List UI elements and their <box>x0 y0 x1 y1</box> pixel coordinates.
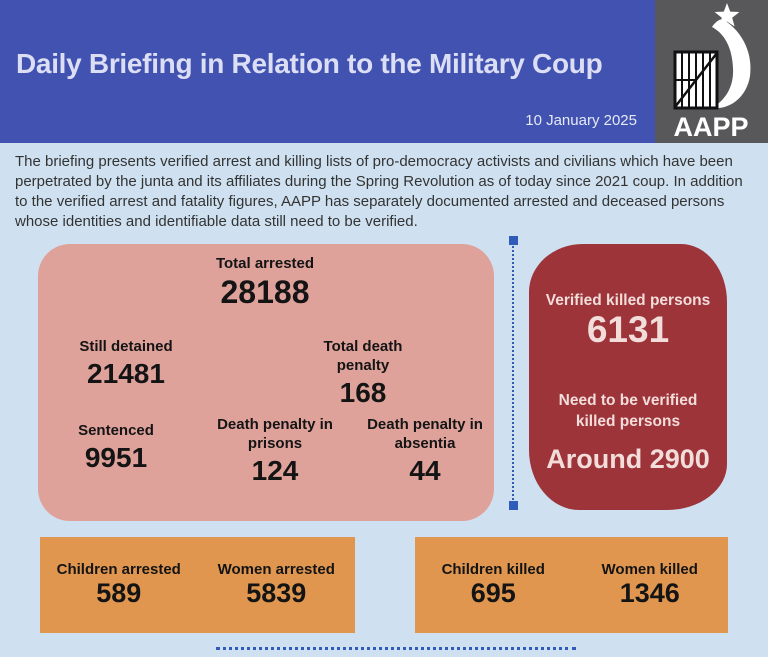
divider-top-cap <box>509 236 518 245</box>
vertical-dotted-divider <box>509 236 518 510</box>
horizontal-dotted-line <box>216 647 576 650</box>
stat-value: 44 <box>409 454 441 486</box>
arrested-groups-panel: Children arrested 589 Women arrested 583… <box>40 537 355 633</box>
divider-dotted-line <box>512 246 514 500</box>
killed-stats-panel: Verified killed persons 6131 Need to be … <box>529 244 727 510</box>
stat-value: 589 <box>96 577 142 608</box>
stat-label: Sentenced <box>78 422 154 439</box>
killed-groups-panel: Children killed 695 Women killed 1346 <box>415 537 728 633</box>
stat-value: 124 <box>251 454 299 486</box>
stat-value: 28188 <box>220 273 310 310</box>
briefing-date: 10 January 2025 <box>525 112 637 129</box>
arrest-stats-panel: Total arrested 28188 Still detained 2148… <box>38 244 494 521</box>
intro-paragraph: The briefing presents verified arrest an… <box>15 153 743 230</box>
divider-bottom-cap <box>509 501 518 510</box>
aapp-logo-graphic: AAPP <box>655 0 768 143</box>
logo-text: AAPP <box>673 112 748 142</box>
stat-children-arrested: Children arrested 589 <box>40 561 198 609</box>
header-banner: Daily Briefing in Relation to the Milita… <box>0 0 768 143</box>
stat-value: 695 <box>470 577 516 608</box>
stat-value: 168 <box>339 376 387 408</box>
stat-sentenced: Sentenced 9951 <box>78 422 154 473</box>
stat-label: Women arrested <box>217 560 335 578</box>
stat-label: Women killed <box>601 560 698 578</box>
stat-label: Children killed <box>441 560 545 578</box>
aapp-logo: AAPP <box>655 0 768 143</box>
stat-death-penalty-prisons: Death penalty in prisons 124 <box>200 416 350 486</box>
stat-women-arrested: Women arrested 5839 <box>198 561 356 609</box>
stat-value: 1346 <box>619 577 680 608</box>
stat-label-unverified-killed: Need to be verified killed persons <box>558 392 698 430</box>
prison-gate-icon <box>673 50 719 110</box>
stat-total-arrested: Total arrested 28188 <box>216 255 314 311</box>
crescent-moon-icon <box>712 19 751 109</box>
stat-value: 5839 <box>246 577 307 608</box>
stat-children-killed: Children killed 695 <box>415 561 572 609</box>
stat-total-death-penalty: Total death penalty 168 <box>298 338 429 408</box>
page-title: Daily Briefing in Relation to the Milita… <box>16 48 603 79</box>
stat-still-detained: Still detained 21481 <box>79 338 172 389</box>
stat-value-unverified-killed: Around 2900 <box>546 444 710 474</box>
star-icon <box>714 3 740 27</box>
stat-label: Death penalty in prisons <box>217 416 333 452</box>
stat-women-killed: Women killed 1346 <box>572 561 729 609</box>
stat-label: Death penalty in absentia <box>367 416 483 452</box>
stat-value: 21481 <box>87 357 165 389</box>
stat-value: 9951 <box>84 441 148 473</box>
stat-label: Total arrested <box>215 255 315 272</box>
stat-value-verified-killed: 6131 <box>586 309 670 350</box>
stat-death-penalty-absentia: Death penalty in absentia 44 <box>345 416 505 486</box>
stat-label: Children arrested <box>56 560 181 578</box>
stat-label: Total death penalty <box>323 338 403 374</box>
stat-label: Still detained <box>79 338 173 355</box>
stat-label-verified-killed: Verified killed persons <box>545 292 711 309</box>
